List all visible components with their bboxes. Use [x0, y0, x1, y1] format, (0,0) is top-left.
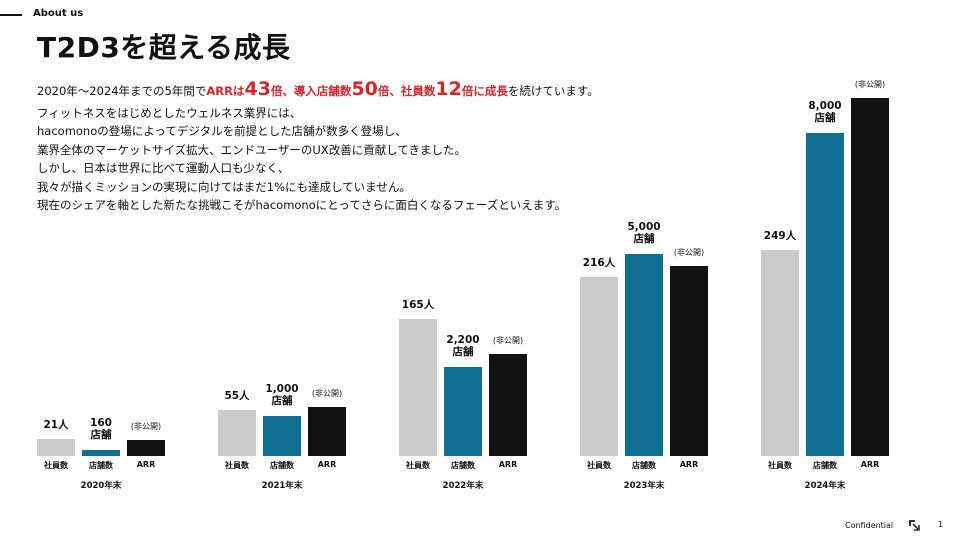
staff-value-label: 165人 [401, 299, 435, 312]
arr-undisclosed-label: (非公開) [130, 421, 162, 431]
lead-arr-label: ARRは [206, 84, 245, 98]
body-paragraph: フィットネスをはじめとしたウェルネス業界には、 hacomonoの登場によってデ… [37, 104, 566, 214]
series-axis-label: 社員数 [44, 461, 68, 470]
arr-bar [127, 439, 165, 456]
page-number: 1 [938, 520, 944, 529]
confidential-label: Confidential [845, 521, 894, 530]
year-label: 2022年末 [442, 481, 484, 491]
year-label: 2020年末 [80, 481, 122, 491]
series-axis-label: ARR [317, 460, 337, 469]
store-unit-label: 店舗 [90, 428, 112, 441]
series-axis-label: 店舗数 [270, 461, 294, 470]
lead-arr-value: 43 [244, 78, 271, 100]
staff-bar [761, 250, 799, 456]
arr-bar [308, 406, 346, 456]
store-unit-label: 店舗 [452, 346, 474, 359]
series-axis-label: 社員数 [768, 461, 792, 470]
body-line: 現在のシェアを軸とした新たな挑戦こそがhacomonoにとってさらに面白くなるフ… [37, 198, 567, 213]
staff-bar [37, 438, 75, 456]
staff-value-label: 21人 [43, 418, 69, 431]
series-axis-label: 店舗数 [632, 461, 656, 470]
lead-stores-suffix: 倍、社員数 [377, 84, 436, 98]
arr-undisclosed-label: (非公開) [854, 80, 886, 89]
arr-undisclosed-label: (非公開) [311, 388, 343, 398]
store-unit-label: 店舗 [814, 112, 836, 124]
series-axis-label: 社員数 [406, 461, 430, 470]
body-line: フィットネスをはじめとしたウェルネス業界には、 [37, 106, 302, 120]
store-bar [444, 367, 482, 456]
body-line: 業界全体のマーケットサイズ拡大、エンドユーザーのUX改善に貢献してきました。 [37, 142, 467, 157]
lead-prefix: 2020年～2024年までの5年間で [37, 84, 207, 98]
lead-arr-suffix: 倍、導入店舗数 [270, 84, 352, 98]
body-line: 我々が描くミッションの実現に向けてはまだ1%にも達成していません。 [37, 179, 411, 194]
lead-sentence: 2020年～2024年までの5年間でARRは43倍、導入店舗数50倍、社員数12… [37, 78, 599, 100]
store-bar [263, 415, 301, 456]
page-title: T2D3を超える成長 [37, 31, 291, 64]
staff-value-label: 249人 [763, 230, 797, 242]
store-bar [82, 449, 120, 456]
series-axis-label: ARR [679, 460, 699, 469]
lead-tail: を続けています。 [507, 84, 599, 98]
year-label: 2024年末 [804, 481, 846, 491]
store-value-label: 8,000 [808, 100, 842, 112]
staff-value-label: 55人 [224, 390, 250, 403]
store-unit-label: 店舗 [271, 394, 293, 407]
store-bar [806, 133, 844, 456]
series-axis-label: 社員数 [225, 461, 249, 470]
staff-value-label: 216人 [582, 257, 616, 270]
staff-bar [580, 277, 618, 456]
staff-bar [399, 319, 437, 456]
lead-stores-value: 50 [351, 78, 378, 100]
section-label: About us [33, 8, 84, 19]
series-axis-label: 社員数 [587, 461, 611, 470]
store-unit-label: 店舗 [633, 233, 655, 246]
store-value-label: 5,000 [627, 221, 661, 234]
lead-staff-value: 12 [435, 78, 462, 100]
hacomono-logo-icon [909, 520, 920, 531]
year-label: 2021年末 [261, 481, 303, 491]
section-rule [0, 14, 22, 16]
store-bar [625, 254, 663, 456]
arr-bar [851, 98, 889, 456]
arr-undisclosed-label: (非公開) [492, 336, 524, 346]
series-axis-label: ARR [498, 460, 518, 469]
year-label: 2023年末 [623, 481, 665, 491]
lead-staff-suffix: 倍に成長 [461, 84, 508, 98]
arr-bar [489, 354, 527, 456]
arr-undisclosed-label: (非公開) [673, 248, 705, 258]
series-axis-label: 店舗数 [89, 461, 113, 470]
store-value-label: 2,200 [446, 334, 480, 347]
series-axis-label: ARR [860, 460, 880, 469]
series-axis-label: ARR [136, 460, 156, 469]
series-axis-label: 店舗数 [451, 461, 475, 470]
arr-bar [670, 266, 708, 456]
series-axis-label: 店舗数 [813, 461, 837, 470]
body-line: hacomonoの登場によってデジタルを前提とした店舗が数多く登場し、 [37, 124, 407, 139]
store-value-label: 1,000 [265, 382, 299, 395]
body-line: しかし、日本は世界に比べて運動人口も少なく、 [37, 161, 290, 176]
store-value-label: 160 [90, 416, 112, 429]
staff-bar [218, 410, 256, 456]
